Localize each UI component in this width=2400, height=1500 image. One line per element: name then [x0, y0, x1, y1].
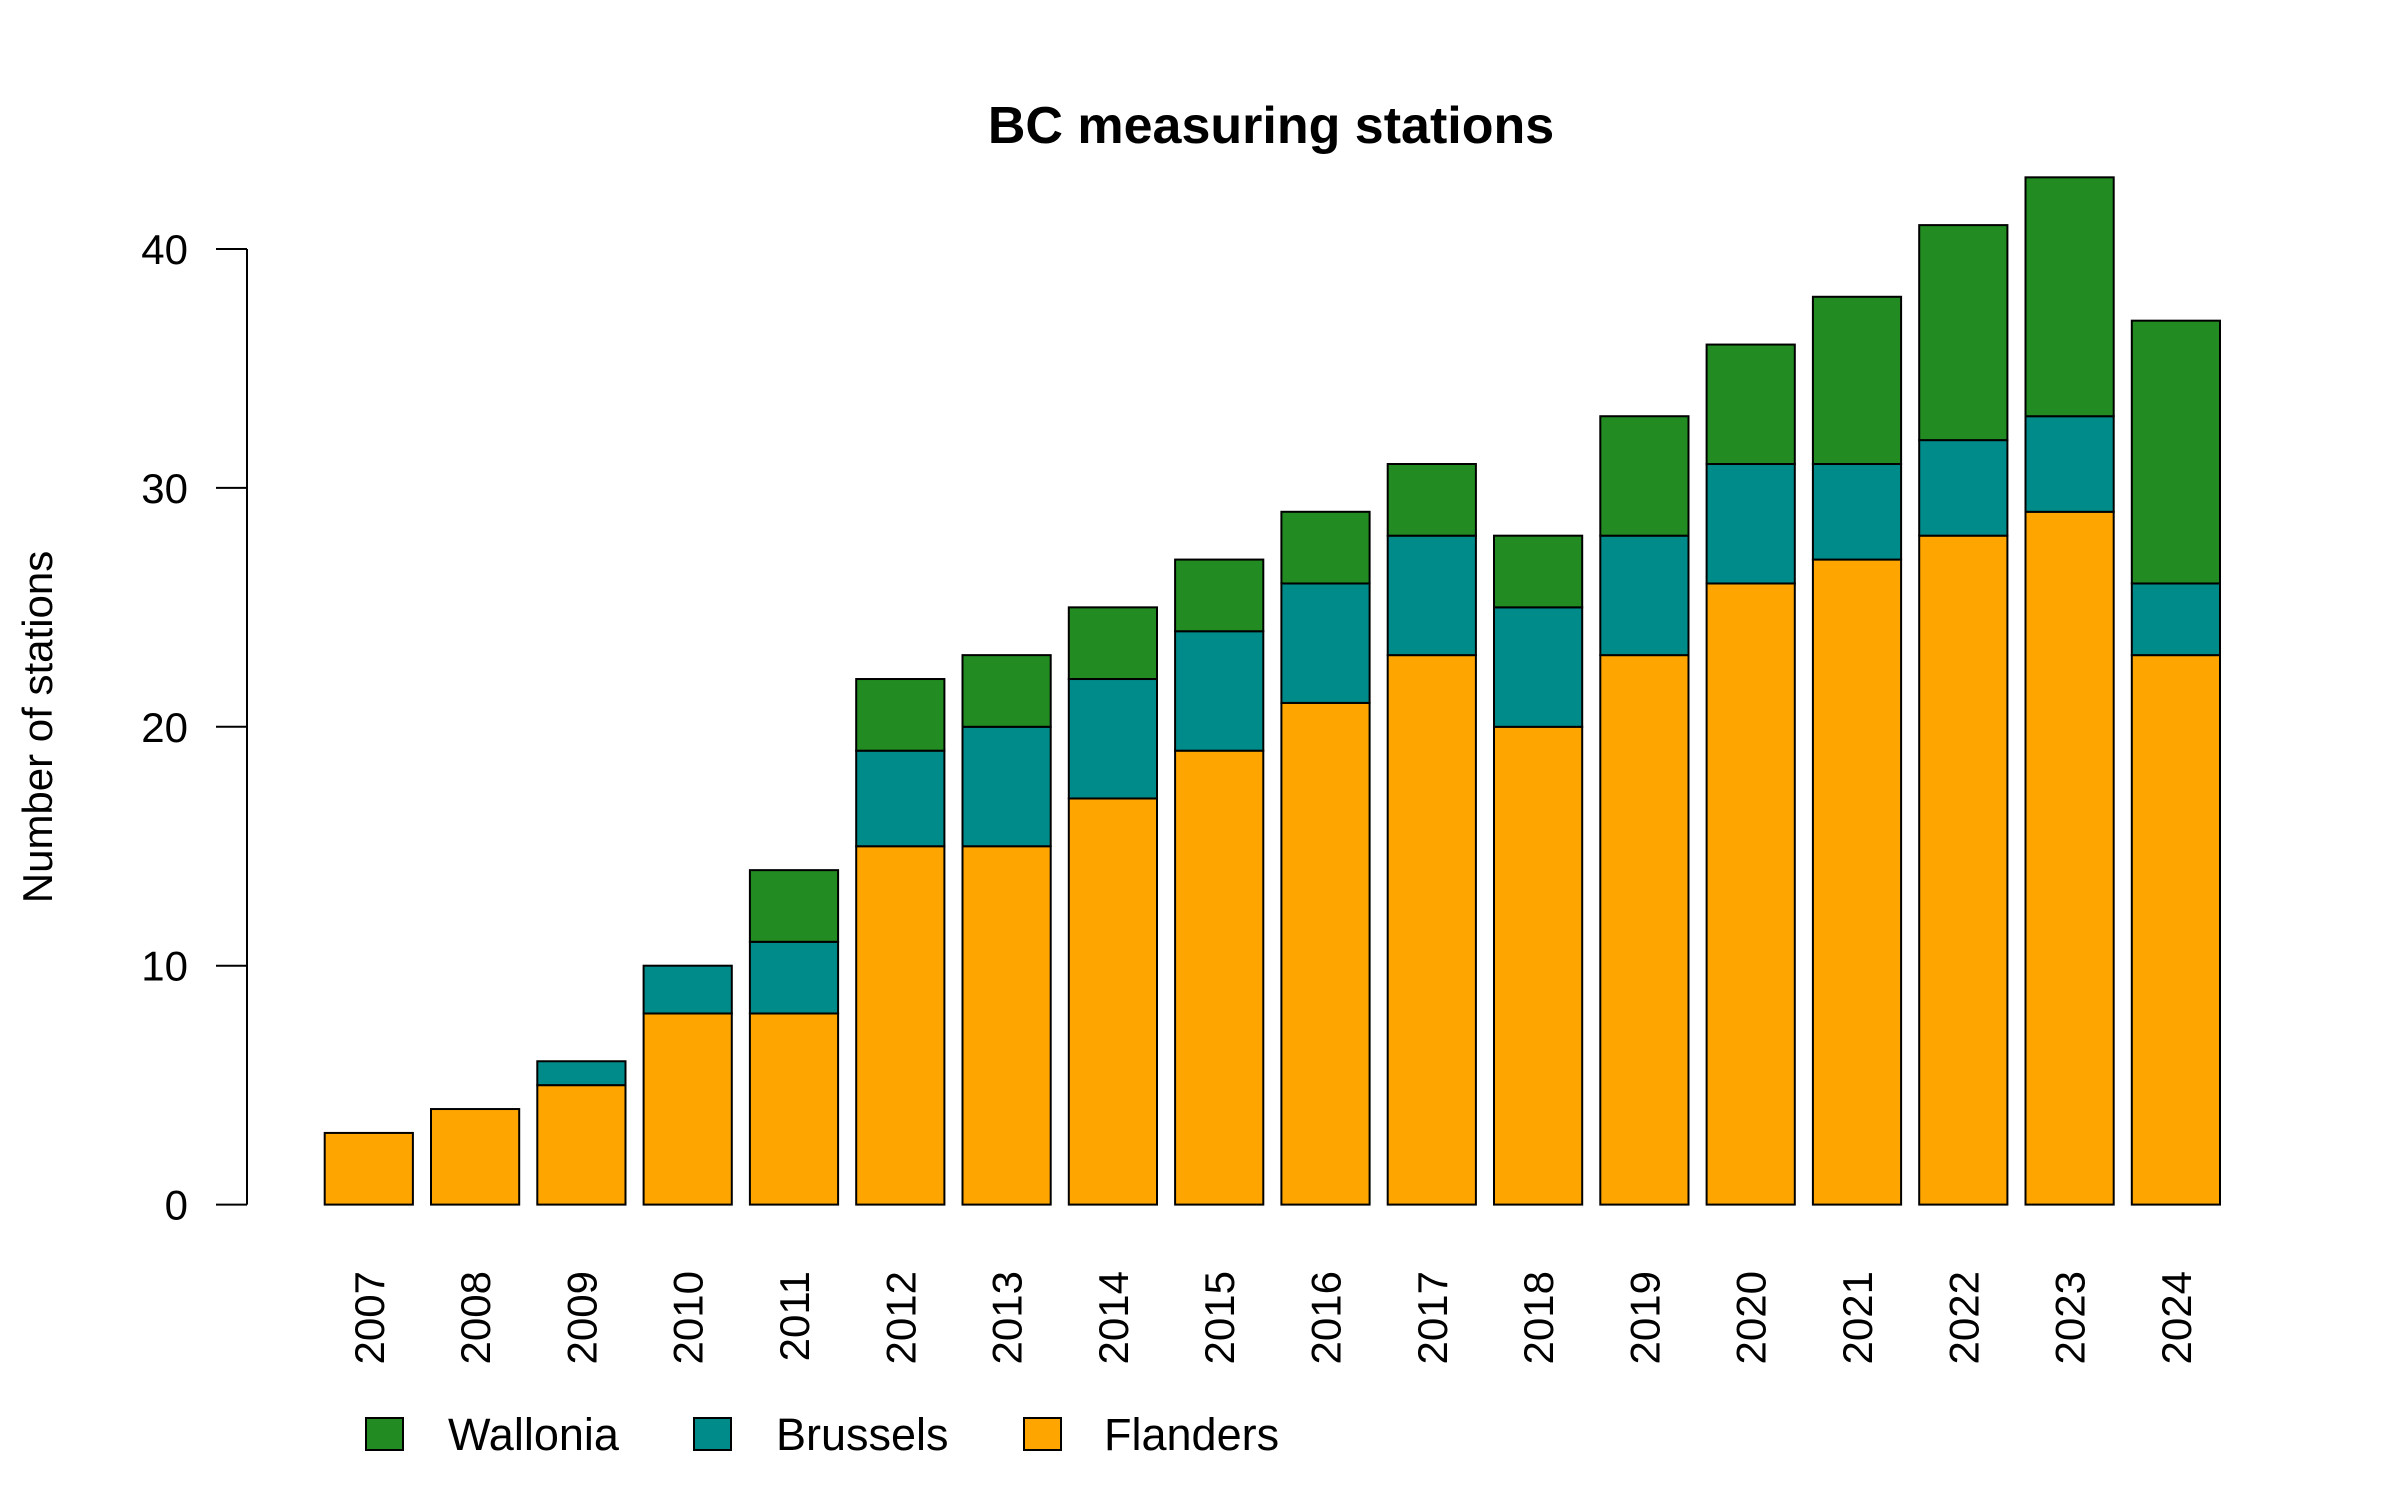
bar-wallonia-2015	[1174, 558, 1265, 633]
bar-flanders-2014	[1067, 797, 1159, 1206]
bar-flanders-2007	[323, 1131, 414, 1206]
x-tick-label: 2018	[1515, 1271, 1562, 1364]
bar-wallonia-2024	[2130, 319, 2222, 585]
bar-flanders-2012	[855, 845, 946, 1206]
bar-brussels-2016	[1280, 582, 1371, 704]
bar-flanders-2011	[748, 1012, 840, 1206]
bar-wallonia-2013	[961, 654, 1052, 728]
bar-flanders-2010	[642, 1012, 733, 1206]
x-tick-label: 2012	[877, 1271, 924, 1364]
bar-flanders-2013	[961, 845, 1052, 1206]
bar-wallonia-2014	[1067, 606, 1159, 681]
legend-label-brussels: Brussels	[776, 1409, 949, 1460]
bar-brussels-2011	[748, 940, 840, 1015]
bars	[323, 176, 2222, 1206]
bar-brussels-2018	[1493, 606, 1584, 728]
y-tick-label: 20	[141, 704, 188, 751]
bar-wallonia-2021	[1811, 295, 1903, 466]
x-tick-label: 2013	[984, 1271, 1031, 1364]
y-tick-label: 40	[141, 226, 188, 273]
bar-brussels-2017	[1386, 534, 1477, 657]
legend: Wallonia Brussels Flanders	[365, 1409, 1279, 1460]
bar-brussels-2012	[855, 749, 946, 848]
y-tick-label: 10	[141, 943, 188, 990]
y-axis-label: Number of stations	[14, 551, 61, 904]
bar-flanders-2022	[1918, 534, 2009, 1206]
chart-title: BC measuring stations	[988, 97, 1554, 155]
bar-wallonia-2011	[748, 869, 840, 943]
bar-brussels-2013	[961, 725, 1052, 848]
x-tick-label: 2014	[1090, 1271, 1137, 1364]
x-tick-label: 2011	[771, 1271, 818, 1361]
x-tick-label: 2024	[2153, 1271, 2200, 1364]
bar-wallonia-2016	[1280, 510, 1371, 585]
x-tick-label: 2021	[1834, 1271, 1881, 1364]
bar-wallonia-2018	[1493, 534, 1584, 609]
bar-wallonia-2012	[855, 678, 946, 752]
bar-flanders-2023	[2024, 510, 2115, 1206]
legend-swatch-wallonia	[365, 1417, 404, 1451]
y-axis: 0 10 20 30 40	[141, 226, 248, 1229]
bar-brussels-2014	[1067, 678, 1159, 800]
x-tick-label: 2015	[1196, 1271, 1243, 1364]
x-tick-label: 2020	[1728, 1271, 1775, 1364]
bar-brussels-2023	[2024, 415, 2115, 513]
x-tick-label: 2017	[1409, 1271, 1456, 1364]
bar-brussels-2019	[1599, 534, 1690, 657]
x-tick-label: 2008	[452, 1271, 499, 1364]
bar-flanders-2009	[536, 1084, 627, 1206]
bar-brussels-2010	[642, 964, 733, 1015]
bar-flanders-2021	[1811, 558, 1903, 1206]
legend-swatch-brussels	[693, 1417, 732, 1451]
bar-flanders-2016	[1280, 701, 1371, 1206]
x-tick-labels: 2007 2008 2009 2010 2011 2012 2013 2014 2015 2016…	[346, 1271, 2200, 1364]
bar-brussels-2015	[1174, 630, 1265, 752]
legend-label-wallonia: Wallonia	[448, 1409, 620, 1460]
bar-brussels-2020	[1705, 463, 1796, 585]
legend-swatch-flanders	[1023, 1417, 1062, 1451]
legend-label-flanders: Flanders	[1104, 1409, 1279, 1460]
bar-flanders-2017	[1386, 654, 1477, 1206]
y-tick-label: 0	[165, 1182, 188, 1229]
y-tick-label: 30	[141, 465, 188, 512]
bar-brussels-2022	[1918, 439, 2009, 537]
x-tick-label: 2023	[2047, 1271, 2094, 1364]
bar-flanders-2019	[1599, 654, 1690, 1206]
bar-brussels-2024	[2130, 582, 2222, 657]
bar-wallonia-2019	[1599, 415, 1690, 537]
bar-flanders-2020	[1705, 582, 1796, 1206]
bar-flanders-2018	[1493, 725, 1584, 1206]
bar-flanders-2008	[430, 1108, 521, 1206]
x-tick-label: 2022	[1940, 1271, 1987, 1364]
x-tick-label: 2016	[1303, 1271, 1350, 1364]
x-tick-label: 2010	[665, 1271, 712, 1364]
bar-wallonia-2017	[1386, 463, 1477, 537]
bar-flanders-2015	[1174, 749, 1265, 1206]
x-tick-label: 2019	[1621, 1271, 1668, 1364]
bar-wallonia-2020	[1705, 343, 1796, 466]
bar-flanders-2024	[2130, 654, 2222, 1206]
x-tick-label: 2007	[346, 1271, 393, 1364]
bar-wallonia-2023	[2024, 176, 2115, 418]
x-tick-label: 2009	[558, 1271, 605, 1364]
bar-wallonia-2022	[1918, 224, 2009, 442]
bar-brussels-2021	[1811, 463, 1903, 561]
bar-brussels-2009	[536, 1060, 627, 1087]
